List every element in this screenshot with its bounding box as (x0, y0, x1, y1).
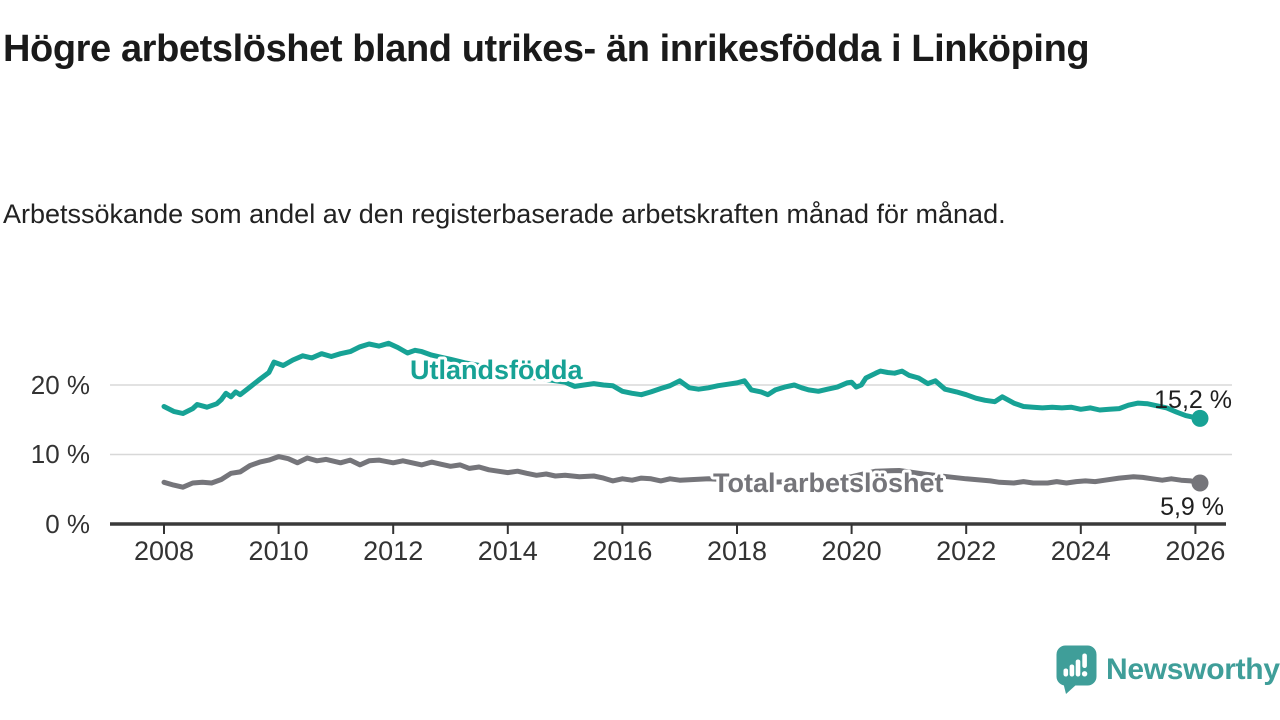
x-axis-label: 2024 (1051, 536, 1111, 566)
end-value-label-total: 5,9 % (1160, 493, 1224, 521)
series-lines (161, 340, 1209, 492)
series-end-dot-1 (1191, 474, 1209, 492)
series-end-dot-0 (1191, 409, 1209, 427)
newsworthy-logo: Newsworthy (1056, 645, 1280, 695)
x-axis-label: 2022 (936, 536, 996, 566)
y-axis-label-0: 0 % (45, 509, 90, 539)
x-axis-label: 2020 (822, 536, 882, 566)
x-axis-labels: 2008 2010 2012 2014 2016 2018 2020 2022 2024 2026 (134, 536, 1225, 566)
line-chart: 2008 2010 2012 2014 2016 2018 2020 2022 2024 2026… (31, 340, 1232, 566)
series-line-0 (161, 340, 1203, 421)
x-axis-ticks (163, 524, 1197, 534)
gridlines (110, 384, 1232, 456)
x-axis-label: 2016 (592, 536, 652, 566)
y-axis-label-10: 10 % (31, 439, 90, 469)
series-label-total-arbetsloshet: Total arbetslöshet (713, 468, 944, 498)
chart-subtitle: Arbetssökande som andel av den registerb… (3, 199, 1006, 229)
y-axis-label-20: 20 % (31, 370, 90, 400)
series-line-1 (161, 454, 1203, 490)
x-axis-label: 2010 (249, 536, 309, 566)
x-axis-label: 2018 (707, 536, 767, 566)
series-label-utlandsfodda: Utlandsfödda (410, 355, 583, 385)
x-axis-label: 2012 (363, 536, 423, 566)
newsworthy-wordmark: Newsworthy (1106, 653, 1280, 686)
newsworthy-bubble-chart-icon (1056, 645, 1097, 694)
x-axis-label: 2008 (134, 536, 194, 566)
end-value-label-utlandsfodda: 15,2 % (1154, 386, 1232, 414)
x-axis-label: 2014 (478, 536, 538, 566)
chart-title: Högre arbetslöshet bland utrikes- än inr… (3, 28, 1090, 70)
y-axis-labels: 20 % 10 % 0 % (31, 370, 90, 539)
x-axis-label: 2026 (1165, 536, 1225, 566)
